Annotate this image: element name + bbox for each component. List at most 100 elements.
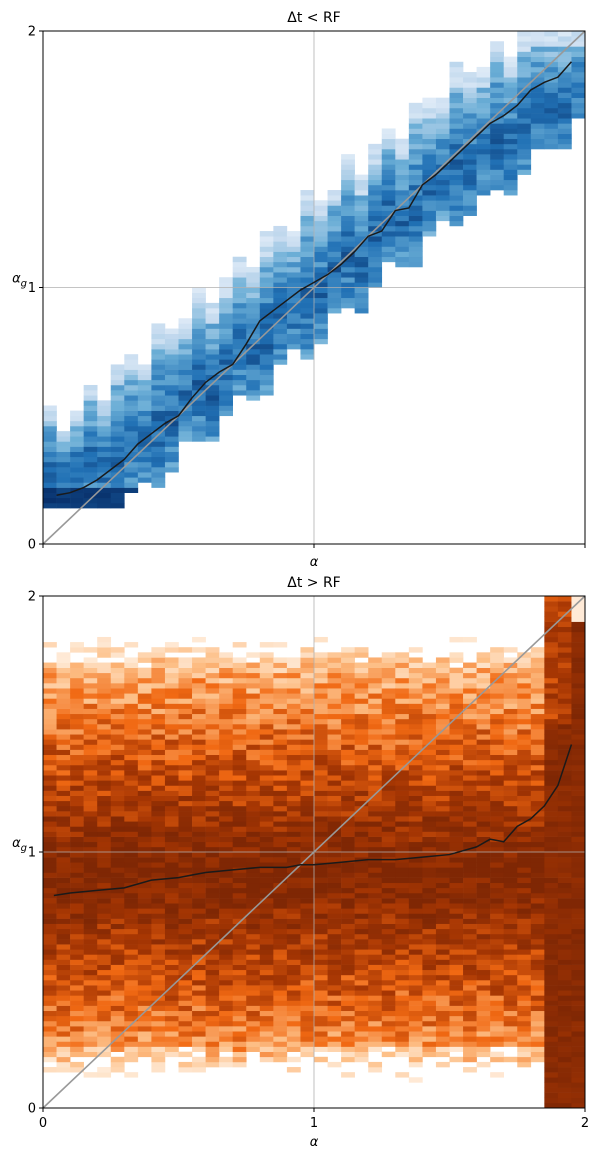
heat-cell [571,672,586,679]
heat-cell [43,431,57,437]
heat-cell [97,805,112,812]
heat-cell [544,631,559,638]
heat-cell [408,964,423,971]
heat-cell [544,780,559,786]
heat-cell [435,759,450,766]
heat-cell [395,1015,410,1022]
heat-cell [476,944,491,950]
heat-cell [97,831,112,837]
heat-cell [517,805,532,812]
heat-cell [435,143,450,150]
heat-cell [517,852,532,858]
heat-cell [449,892,464,899]
heat-cell [368,887,383,894]
heat-cell [246,892,261,899]
heat-cell [219,323,233,329]
heat-cell [83,1000,98,1006]
heat-cell [557,1020,572,1027]
heat-cell [192,974,206,981]
heat-cell [273,744,288,750]
heat-cell [544,31,559,37]
heat-cell [246,292,261,299]
heat-cell [503,164,518,170]
heat-cell [151,1010,166,1017]
heat-cell [56,436,71,442]
heat-cell [192,729,206,735]
heat-cell [544,1092,559,1099]
heat-cell [422,1051,437,1058]
heat-cell [381,1005,396,1012]
heat-cell [246,343,261,350]
heat-cell [354,928,369,935]
heat-cell [490,892,504,899]
heat-cell [273,667,288,674]
heat-cell [408,190,423,196]
heat-cell [381,236,396,242]
heat-cell [205,1036,220,1042]
heat-cell [137,887,152,894]
heat-cell [341,1051,355,1058]
heat-cell [246,703,261,709]
heat-cell [368,944,383,950]
heat-cell [164,354,179,360]
heat-cell [544,703,559,709]
heat-cell [110,379,125,386]
heat-cell [571,66,586,73]
heat-cell [56,811,71,817]
heat-cell [219,333,233,340]
heat-cell [43,688,57,694]
heat-cell [232,811,247,817]
heat-cell [286,333,301,340]
heat-cell [368,744,383,750]
heat-cell [205,826,220,832]
heat-cell [259,1056,274,1063]
heat-cell [83,441,98,447]
heat-cell [408,220,423,227]
heat-cell [463,790,477,796]
heat-cell [286,887,301,894]
heat-cell [151,954,166,960]
heat-cell [56,662,71,668]
heat-cell [327,969,342,976]
heat-cell [219,708,233,715]
heat-cell [219,872,233,878]
heat-cell [97,898,112,904]
heat-cell [314,846,328,853]
heat-cell [43,467,57,473]
heat-cell [110,846,125,853]
heat-cell [368,277,383,283]
heat-cell [341,297,355,304]
heat-cell [110,805,125,812]
heat-cell [273,338,288,345]
heat-cell [151,1036,166,1042]
heat-cell [395,1041,410,1047]
heat-cell [151,698,166,704]
heat-cell [164,461,179,468]
heat-cell [273,333,288,340]
heat-cell [341,195,355,201]
heat-cell [273,933,288,940]
heat-cell [368,164,383,170]
heat-cell [205,959,220,965]
heat-cell [368,246,383,252]
heat-cell [476,903,491,909]
heat-cell [490,928,504,935]
heat-cell [151,892,166,899]
heat-cell [259,954,274,960]
heat-cell [368,846,383,853]
heat-cell [476,703,491,709]
heat-cell [192,1046,206,1052]
heat-cell [314,266,328,273]
heat-cell [571,933,586,940]
heat-cell [341,836,355,843]
heat-cell [314,887,328,894]
heat-cell [232,390,247,396]
heat-cell [422,148,437,155]
heat-cell [341,179,355,186]
heat-cell [124,1051,139,1058]
heat-cell [463,1005,477,1012]
heat-cell [476,887,491,894]
heat-cell [83,693,98,699]
heat-cell [219,749,233,756]
heat-cell [368,805,383,812]
